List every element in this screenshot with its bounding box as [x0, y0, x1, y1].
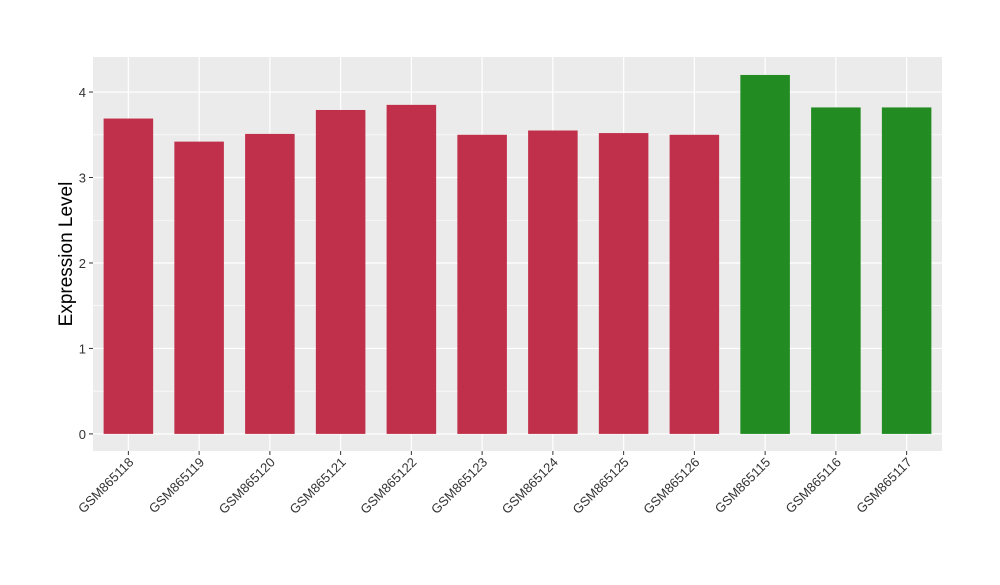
bar-GSM865125	[598, 133, 649, 434]
x-tick-label: GSM865116	[782, 455, 844, 517]
bar-GSM865120	[245, 133, 295, 434]
x-tick-label: GSM865125	[570, 455, 632, 517]
x-tick-label: GSM865118	[75, 455, 137, 517]
bar-GSM865115	[740, 74, 790, 434]
x-tick-label: GSM865122	[357, 455, 419, 517]
plot-panel	[93, 57, 942, 451]
x-tick-label: GSM865126	[640, 455, 702, 517]
y-axis-label: Expression Level	[56, 182, 77, 327]
x-tick-label: GSM865124	[499, 455, 561, 517]
bar-GSM865118	[103, 118, 154, 434]
bar-GSM865123	[457, 134, 507, 434]
x-tick-label: GSM865115	[712, 455, 774, 517]
x-tick-label: GSM865119	[146, 455, 208, 517]
y-tick-label: 0	[79, 427, 86, 442]
x-tick-label: GSM865120	[216, 455, 278, 517]
x-tick-label: GSM865123	[428, 455, 490, 517]
y-tick-label: 4	[79, 85, 86, 100]
bar-GSM865117	[881, 107, 932, 434]
y-tick-label: 3	[79, 171, 86, 186]
x-tick-label: GSM865121	[287, 455, 349, 517]
y-tick-label: 1	[79, 341, 86, 356]
bar-GSM865121	[315, 109, 366, 434]
bar-GSM865116	[811, 107, 861, 434]
bar-GSM865126	[669, 134, 720, 434]
y-tick-label: 2	[79, 256, 86, 271]
x-tick-label: GSM865117	[853, 455, 915, 517]
bar-GSM865122	[386, 104, 437, 434]
bar-GSM865119	[174, 141, 224, 434]
bar-GSM865124	[528, 130, 578, 434]
